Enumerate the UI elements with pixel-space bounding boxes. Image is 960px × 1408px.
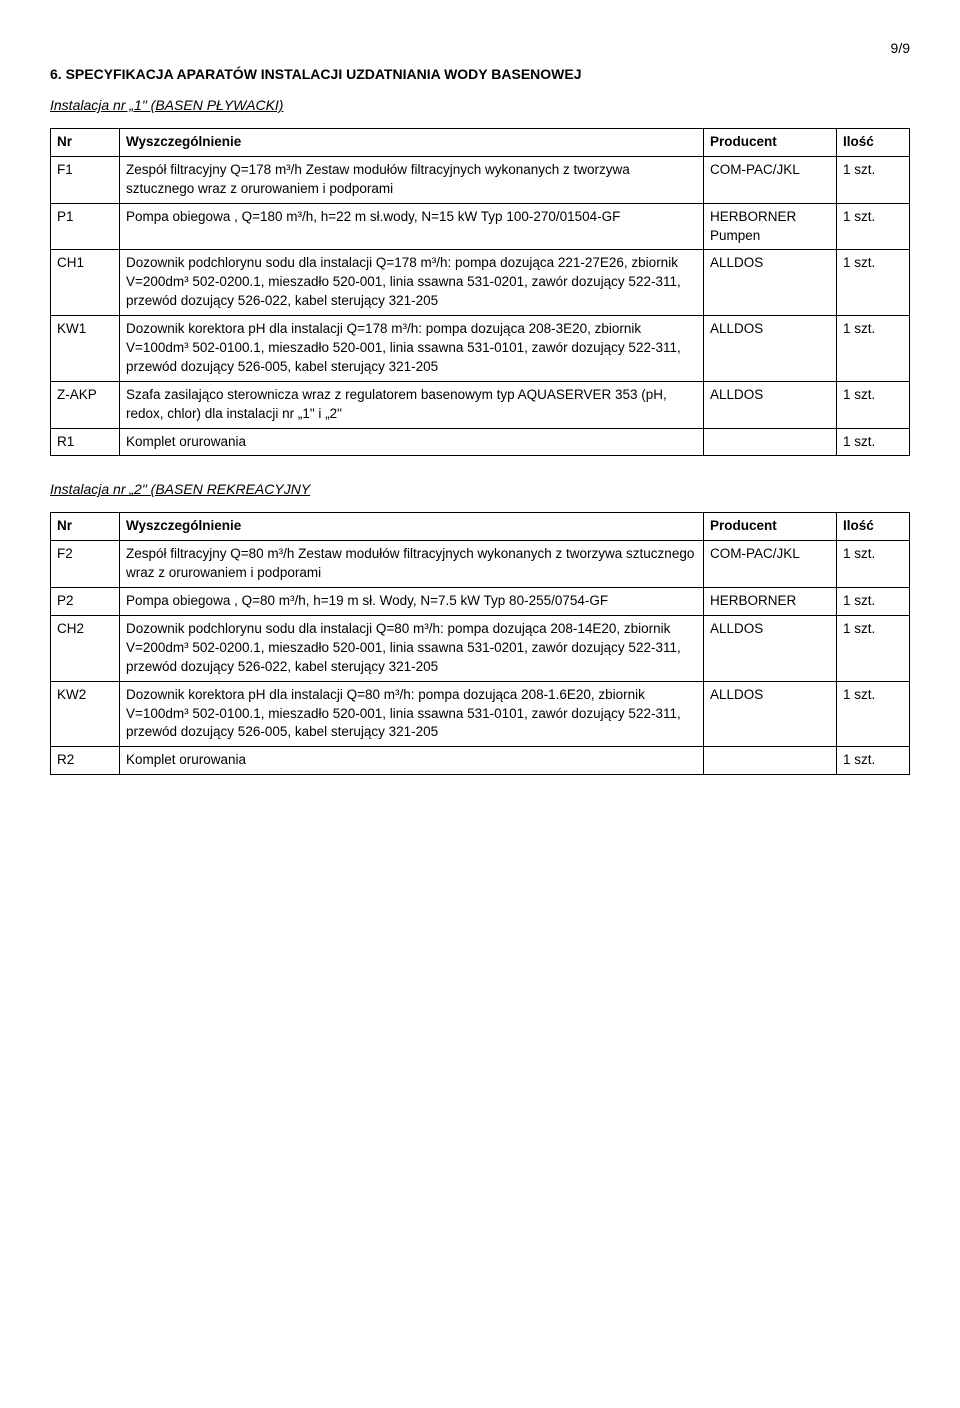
installation-1-label: Instalacja nr „1" (BASEN PŁYWACKI) xyxy=(50,97,910,113)
cell-producer: HERBORNER xyxy=(704,588,837,616)
cell-qty: 1 szt. xyxy=(837,541,910,588)
cell-qty: 1 szt. xyxy=(837,747,910,775)
cell-qty: 1 szt. xyxy=(837,681,910,747)
cell-nr: Z-AKP xyxy=(51,381,120,428)
cell-desc: Szafa zasilająco sterownicza wraz z regu… xyxy=(120,381,704,428)
cell-nr: R2 xyxy=(51,747,120,775)
cell-desc: Dozownik korektora pH dla instalacji Q=1… xyxy=(120,316,704,382)
cell-qty: 1 szt. xyxy=(837,588,910,616)
header-desc: Wyszczególnienie xyxy=(120,129,704,157)
cell-producer xyxy=(704,428,837,456)
cell-qty: 1 szt. xyxy=(837,316,910,382)
section-title: 6. SPECYFIKACJA APARATÓW INSTALACJI UZDA… xyxy=(50,66,910,82)
cell-desc: Pompa obiegowa , Q=180 m³/h, h=22 m sł.w… xyxy=(120,203,704,250)
cell-desc: Dozownik podchlorynu sodu dla instalacji… xyxy=(120,250,704,316)
cell-producer: COM-PAC/JKL xyxy=(704,541,837,588)
cell-producer: COM-PAC/JKL xyxy=(704,156,837,203)
table-row: KW2 Dozownik korektora pH dla instalacji… xyxy=(51,681,910,747)
cell-nr: R1 xyxy=(51,428,120,456)
cell-nr: F2 xyxy=(51,541,120,588)
cell-nr: P1 xyxy=(51,203,120,250)
cell-desc: Pompa obiegowa , Q=80 m³/h, h=19 m sł. W… xyxy=(120,588,704,616)
cell-qty: 1 szt. xyxy=(837,616,910,682)
cell-nr: CH1 xyxy=(51,250,120,316)
header-qty: Ilość xyxy=(837,513,910,541)
cell-nr: F1 xyxy=(51,156,120,203)
table-row: R2 Komplet orurowania 1 szt. xyxy=(51,747,910,775)
cell-nr: CH2 xyxy=(51,616,120,682)
table-row: CH1 Dozownik podchlorynu sodu dla instal… xyxy=(51,250,910,316)
header-nr: Nr xyxy=(51,513,120,541)
table-row: F1 Zespół filtracyjny Q=178 m³/h Zestaw … xyxy=(51,156,910,203)
cell-desc: Komplet orurowania xyxy=(120,747,704,775)
cell-desc: Zespół filtracyjny Q=80 m³/h Zestaw modu… xyxy=(120,541,704,588)
header-desc: Wyszczególnienie xyxy=(120,513,704,541)
cell-qty: 1 szt. xyxy=(837,156,910,203)
table-row: F2 Zespół filtracyjny Q=80 m³/h Zestaw m… xyxy=(51,541,910,588)
spec-table-1: Nr Wyszczególnienie Producent Ilość F1 Z… xyxy=(50,128,910,456)
cell-producer: ALLDOS xyxy=(704,316,837,382)
table-row: R1 Komplet orurowania 1 szt. xyxy=(51,428,910,456)
table-row: P2 Pompa obiegowa , Q=80 m³/h, h=19 m sł… xyxy=(51,588,910,616)
cell-producer: ALLDOS xyxy=(704,381,837,428)
header-nr: Nr xyxy=(51,129,120,157)
page-number: 9/9 xyxy=(50,40,910,56)
cell-desc: Dozownik korektora pH dla instalacji Q=8… xyxy=(120,681,704,747)
cell-producer: ALLDOS xyxy=(704,616,837,682)
cell-producer: HERBORNER Pumpen xyxy=(704,203,837,250)
cell-qty: 1 szt. xyxy=(837,381,910,428)
cell-producer xyxy=(704,747,837,775)
cell-desc: Zespół filtracyjny Q=178 m³/h Zestaw mod… xyxy=(120,156,704,203)
cell-qty: 1 szt. xyxy=(837,250,910,316)
cell-producer: ALLDOS xyxy=(704,250,837,316)
cell-qty: 1 szt. xyxy=(837,203,910,250)
table-row: KW1 Dozownik korektora pH dla instalacji… xyxy=(51,316,910,382)
cell-qty: 1 szt. xyxy=(837,428,910,456)
table-row: P1 Pompa obiegowa , Q=180 m³/h, h=22 m s… xyxy=(51,203,910,250)
header-qty: Ilość xyxy=(837,129,910,157)
table-row: Z-AKP Szafa zasilająco sterownicza wraz … xyxy=(51,381,910,428)
cell-producer: ALLDOS xyxy=(704,681,837,747)
cell-nr: KW2 xyxy=(51,681,120,747)
header-producer: Producent xyxy=(704,513,837,541)
table-header-row: Nr Wyszczególnienie Producent Ilość xyxy=(51,129,910,157)
cell-nr: P2 xyxy=(51,588,120,616)
spec-table-2: Nr Wyszczególnienie Producent Ilość F2 Z… xyxy=(50,512,910,775)
cell-desc: Komplet orurowania xyxy=(120,428,704,456)
table-row: CH2 Dozownik podchlorynu sodu dla instal… xyxy=(51,616,910,682)
cell-nr: KW1 xyxy=(51,316,120,382)
table-header-row: Nr Wyszczególnienie Producent Ilość xyxy=(51,513,910,541)
cell-desc: Dozownik podchlorynu sodu dla instalacji… xyxy=(120,616,704,682)
header-producer: Producent xyxy=(704,129,837,157)
installation-2-label: Instalacja nr „2" (BASEN REKREACYJNY xyxy=(50,481,910,497)
